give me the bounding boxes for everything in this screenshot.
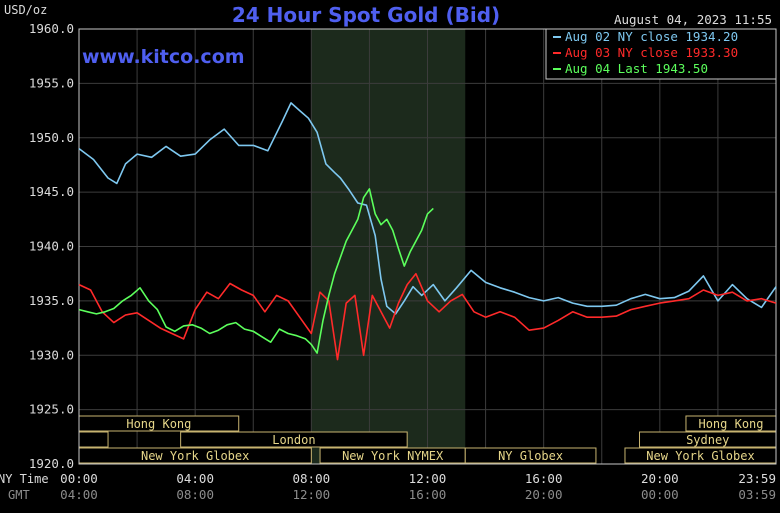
- x-tick-label-gmt: 08:00: [176, 487, 214, 502]
- chart-timestamp: August 04, 2023 11:55: [614, 12, 772, 27]
- legend-entry: Aug 04 Last 1943.50: [565, 61, 708, 76]
- x-tick-labels: 00:00 04:00 08:00 12:00 16:00 20:00 23:5904:00…: [60, 471, 776, 502]
- session-bar: [464, 447, 597, 464]
- y-tick-labels: 1960.0 1955.0 1950.0 1945.0 1940.0 1935.0 1930…: [29, 21, 74, 471]
- ny-time-row-label: NY Time: [0, 472, 49, 486]
- y-tick-label: 1925.0: [29, 402, 74, 417]
- chart-title: 24 Hour Spot Gold (Bid): [232, 3, 500, 27]
- x-tick-label-gmt: 04:00: [60, 487, 98, 502]
- y-tick-label: 1920.0: [29, 456, 74, 471]
- series-line: [78, 102, 777, 315]
- session-label: Hong Kong: [126, 417, 191, 431]
- x-tick-label-gmt: 12:00: [293, 487, 331, 502]
- x-tick-label-ny: 04:00: [176, 471, 214, 486]
- session-label: New York Globex: [141, 449, 249, 463]
- x-tick-label-ny: 16:00: [525, 471, 563, 486]
- session-label: Hong Kong: [698, 417, 763, 431]
- plot-frame: [78, 28, 777, 465]
- y-axis-label: USD/oz: [4, 3, 47, 17]
- legend-box: [545, 28, 777, 80]
- session-bar: [180, 431, 408, 448]
- y-tick-label: 1960.0: [29, 21, 74, 36]
- x-tick-label-ny: 08:00: [293, 471, 331, 486]
- session-label: Sydney: [686, 433, 729, 447]
- x-tick-label-ny: 00:00: [60, 471, 98, 486]
- x-tick-label-ny: 20:00: [641, 471, 679, 486]
- session-label: New York NYMEX: [342, 449, 444, 463]
- watermark: www.kitco.com: [82, 46, 245, 68]
- gmt-row-label: GMT: [8, 488, 30, 502]
- y-tick-label: 1945.0: [29, 184, 74, 199]
- y-tick-label: 1950.0: [29, 130, 74, 145]
- x-tick-label-ny: 23:59: [738, 471, 776, 486]
- series-lines: [78, 102, 777, 361]
- trading-sessions: Hong Kong Hong Kong London Sydney New York G…: [78, 415, 777, 464]
- legend-entry: Aug 02 NY close 1934.20: [565, 29, 738, 44]
- y-tick-label: 1935.0: [29, 293, 74, 308]
- y-tick-label: 1930.0: [29, 347, 74, 362]
- series-line: [78, 188, 434, 354]
- session-label: NY Globex: [498, 449, 563, 463]
- grid: [78, 28, 777, 465]
- x-tick-label-gmt: 00:00: [641, 487, 679, 502]
- series-line: [78, 272, 777, 361]
- x-tick-label-ny: 12:00: [409, 471, 447, 486]
- session-label: New York Globex: [646, 449, 754, 463]
- session-bar: [78, 431, 109, 448]
- y-tick-label: 1940.0: [29, 239, 74, 254]
- legend-entry: Aug 03 NY close 1933.30: [565, 45, 738, 60]
- y-tick-label: 1955.0: [29, 75, 74, 90]
- x-tick-label-gmt: 03:59: [738, 487, 776, 502]
- session-label: London: [272, 433, 315, 447]
- x-tick-label-gmt: 16:00: [409, 487, 447, 502]
- x-tick-label-gmt: 20:00: [525, 487, 563, 502]
